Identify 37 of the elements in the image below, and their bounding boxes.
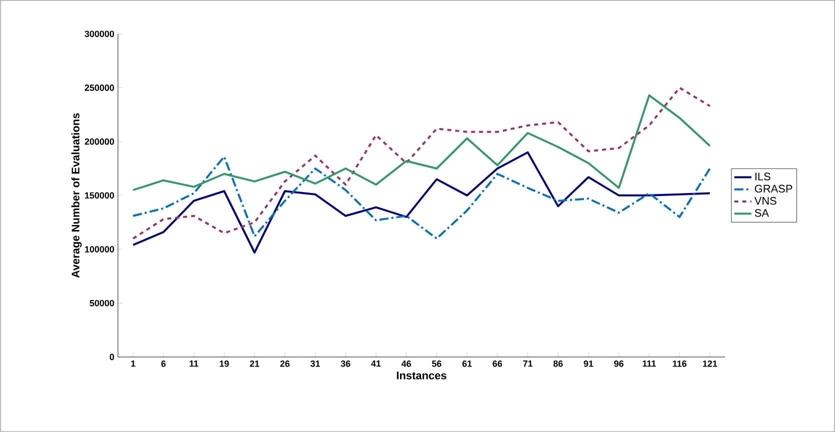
y-tick-label: 0 [110,354,114,360]
y-tick-label: 50000 [90,300,114,306]
x-tick-label: 96 [614,360,624,367]
x-tick-label: 36 [340,360,350,367]
legend-label: SA [754,209,769,217]
legend-label: ILS [755,172,770,180]
x-tick-label: 31 [310,360,320,367]
x-tick-label: 121 [702,360,718,367]
x-tick-label: 21 [250,360,260,367]
y-tick-label: 150000 [85,192,114,199]
line-series [132,86,711,240]
x-tick-label: 86 [553,360,563,367]
x-tick-label: 116 [672,360,686,367]
x-tick-label: 66 [492,360,502,367]
x-tick-label: 56 [432,360,442,367]
legend-label: VNS [754,196,776,205]
x-tick-label: 61 [462,360,472,367]
y-tick-label: 250000 [84,84,114,91]
x-tick-label: 91 [584,360,594,367]
y-axis-title: Average Number of Evaluations [71,113,82,278]
x-tick-label: 41 [371,360,381,367]
line-series [132,156,711,240]
x-tick-label: 111 [642,360,656,367]
x-tick-label: 71 [523,360,532,367]
y-tick-label: 200000 [84,138,114,145]
legend-label: GRASP [754,184,792,193]
x-tick-label: 26 [280,360,290,367]
line-series [132,94,711,192]
x-tick-label: 6 [161,360,166,367]
x-tick-label: 1 [131,360,136,367]
x-tick-label: 46 [401,360,411,367]
x-tick-label: 19 [220,360,229,367]
y-tick-label: 300000 [84,30,114,38]
x-tick-label: 11 [190,360,198,367]
y-tick-label: 100000 [85,246,114,253]
x-axis-title: Instances [396,372,446,380]
line-series [132,151,711,254]
